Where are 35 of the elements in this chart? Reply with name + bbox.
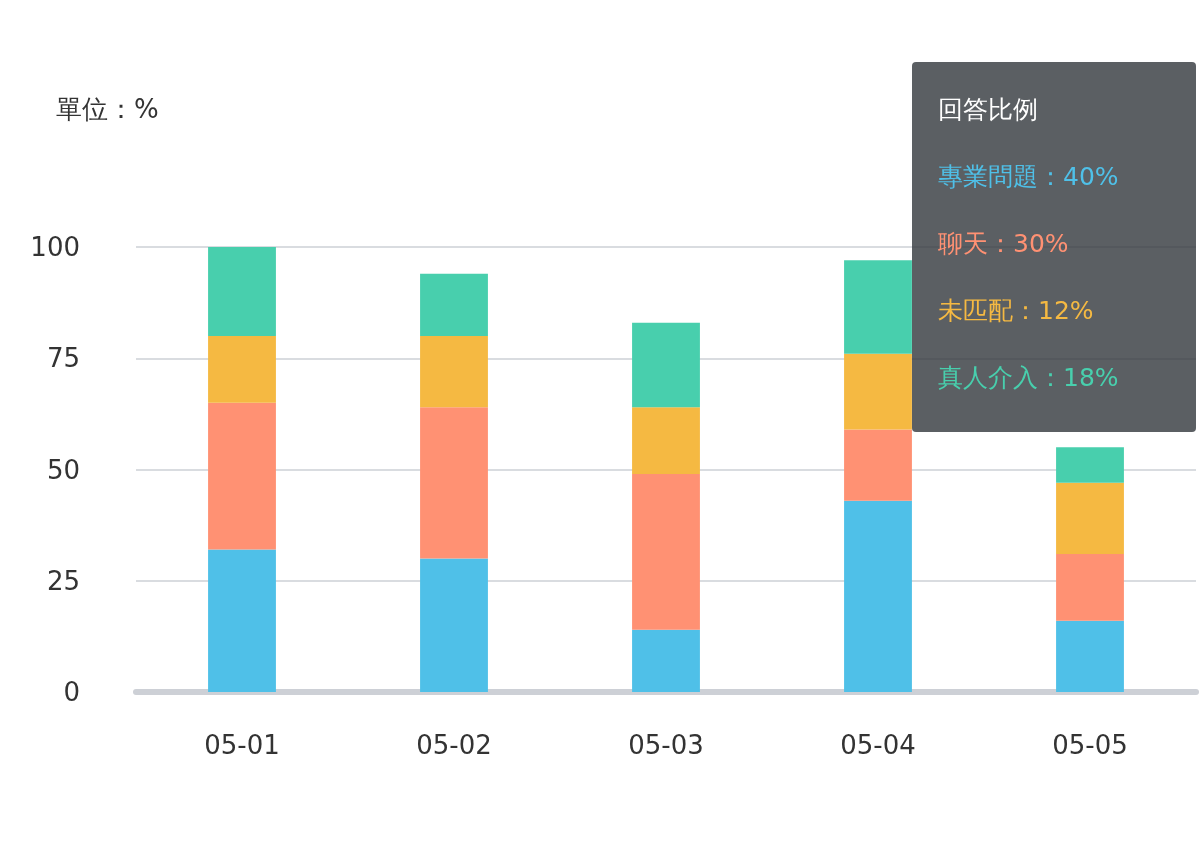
y-tick-label: 50 bbox=[46, 454, 80, 485]
bar bbox=[420, 558, 488, 692]
y-tick-label: 0 bbox=[63, 677, 80, 707]
y-tick-label: 100 bbox=[30, 232, 80, 262]
bar bbox=[420, 407, 488, 559]
bar bbox=[1056, 620, 1124, 692]
bar bbox=[844, 260, 912, 354]
bar bbox=[420, 336, 488, 408]
bar bbox=[632, 407, 700, 474]
bar bbox=[1056, 554, 1124, 621]
bar bbox=[1056, 482, 1124, 555]
annotation: 聊天：30% bbox=[938, 228, 1070, 260]
x-tick-label: 05-04 bbox=[840, 730, 916, 760]
x-tick-label: 05-02 bbox=[416, 730, 492, 760]
bar bbox=[1056, 447, 1124, 483]
bar bbox=[632, 322, 700, 408]
bar bbox=[420, 273, 488, 336]
tooltip-panel: 回答比例 專業問題：40% 聊天：30% 未匹配：12% 真人介入：18% bbox=[912, 62, 1196, 432]
y-axis-title: 單位：% bbox=[56, 94, 159, 124]
y-tick-label: 75 bbox=[46, 343, 80, 374]
bar bbox=[208, 402, 276, 550]
bar bbox=[632, 473, 700, 630]
bar bbox=[844, 429, 912, 501]
annotation: 真人介入：18% bbox=[938, 362, 1120, 394]
x-tick-label: 05-03 bbox=[628, 730, 704, 760]
bar bbox=[208, 549, 276, 692]
bar bbox=[844, 353, 912, 430]
x-tick-label: 05-01 bbox=[204, 730, 280, 760]
bar bbox=[632, 629, 700, 692]
bar bbox=[208, 336, 276, 403]
annotation: 未匹配：12% bbox=[938, 295, 1095, 327]
bar bbox=[208, 247, 276, 336]
y-tick-label: 25 bbox=[46, 565, 80, 596]
bar bbox=[844, 500, 912, 692]
x-tick-label: 05-05 bbox=[1052, 730, 1128, 760]
